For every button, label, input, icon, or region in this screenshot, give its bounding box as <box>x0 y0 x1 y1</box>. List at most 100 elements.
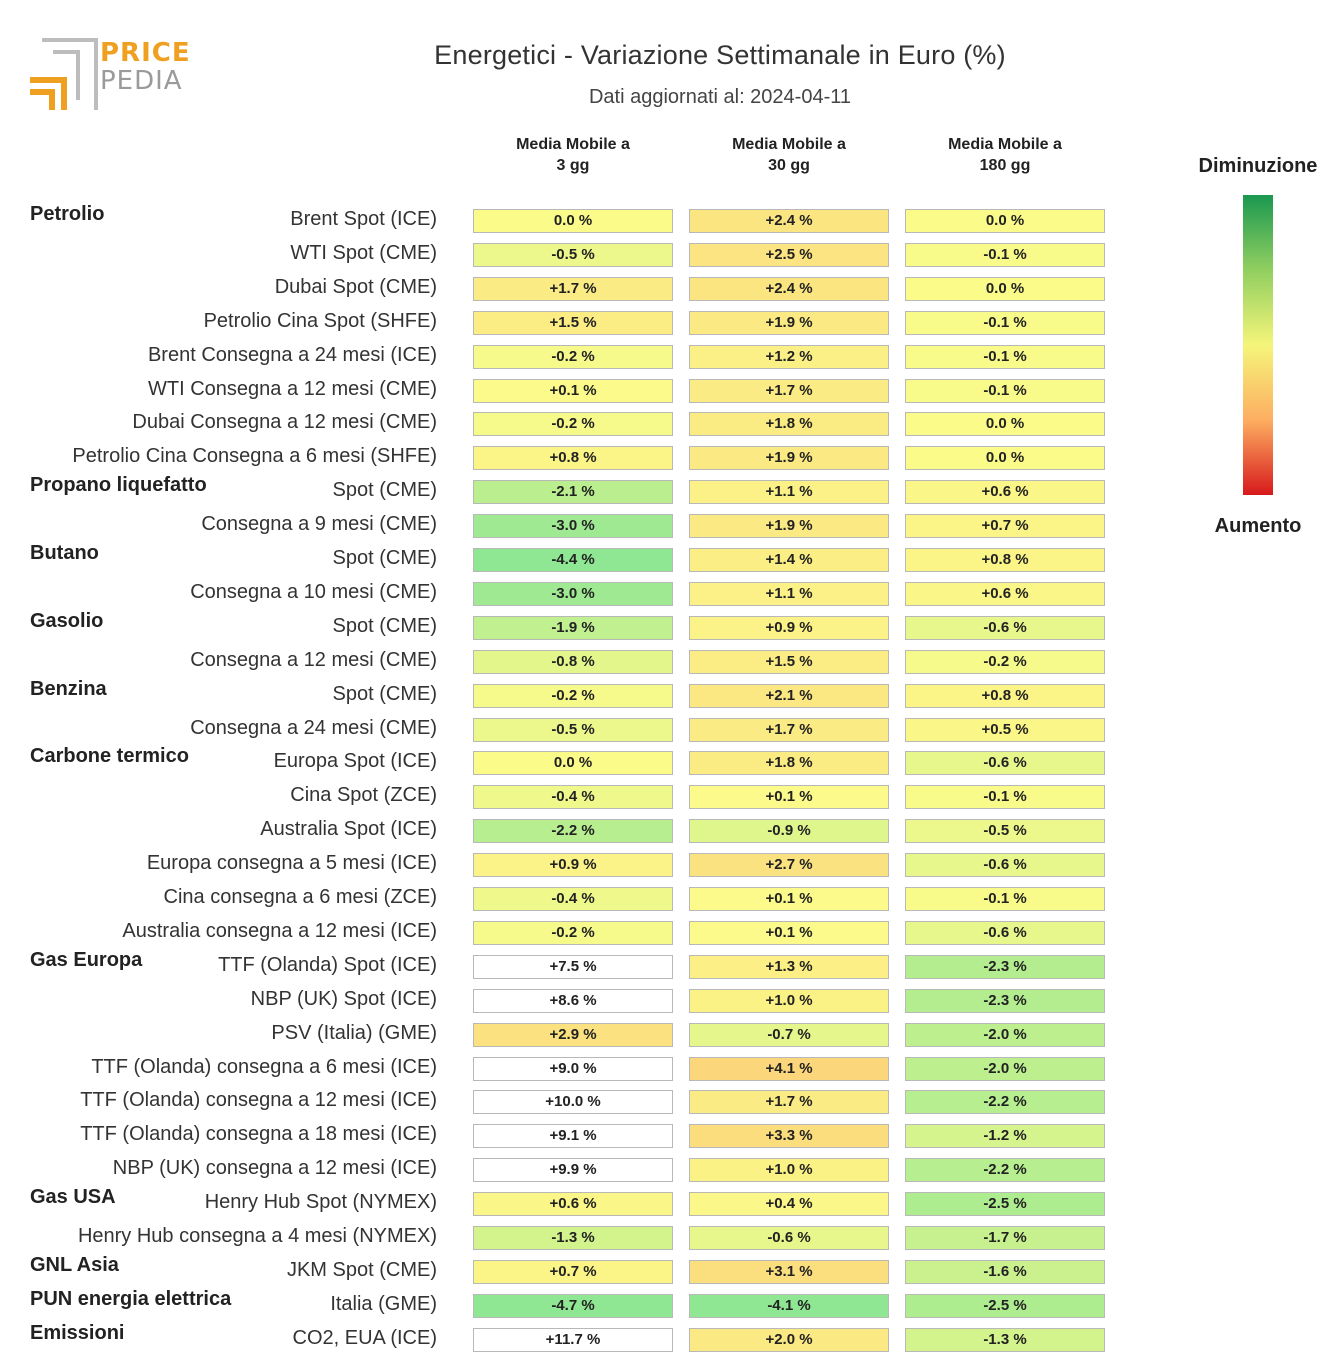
row-label: Petrolio Cina Spot (SHFE) <box>203 309 437 332</box>
heatmap-cell: +1.8 % <box>689 751 889 776</box>
heatmap-cell: +2.4 % <box>689 209 889 233</box>
row-label: Consegna a 9 mesi (CME) <box>201 513 437 536</box>
heatmap-cell: +1.9 % <box>689 514 889 539</box>
heatmap-cell: -0.1 % <box>905 887 1105 911</box>
row-label: TTF (Olanda) consegna a 18 mesi (ICE) <box>80 1123 437 1146</box>
heatmap-cell: -0.6 % <box>905 920 1105 945</box>
row-label: Cina consegna a 6 mesi (ZCE) <box>163 886 437 908</box>
heatmap-cell: +1.9 % <box>689 446 889 471</box>
heatmap-cell: -0.2 % <box>473 344 673 369</box>
group-label: PUN energia elettrica <box>30 1287 232 1310</box>
heatmap-cell: -0.2 % <box>473 683 673 708</box>
heatmap-cell: 0.0 % <box>473 751 673 776</box>
row-label: TTF (Olanda) Spot (ICE) <box>218 953 437 976</box>
logo-pedia-text: PEDIA <box>100 66 183 96</box>
heatmap-cell: 0.0 % <box>905 209 1105 233</box>
heatmap-cell: +0.4 % <box>689 1192 889 1217</box>
heatmap-cell: -1.6 % <box>905 1259 1105 1284</box>
heatmap-cell: -0.4 % <box>473 887 673 911</box>
heatmap-cell: +1.1 % <box>689 581 889 606</box>
group-label: Benzina <box>30 677 107 700</box>
heatmap-cell: -1.9 % <box>473 615 673 640</box>
row-label: Dubai Consegna a 12 mesi (CME) <box>132 411 437 434</box>
column-header-line2: 3 gg <box>556 157 590 174</box>
heatmap-cell: +1.8 % <box>689 412 889 437</box>
heatmap-cell: -0.1 % <box>905 344 1105 369</box>
group-label: Emissioni <box>30 1321 125 1344</box>
pricepedia-logo: PRICE PEDIA <box>28 34 190 110</box>
heatmap-cell: -4.1 % <box>689 1293 889 1318</box>
heatmap-cell: +0.1 % <box>689 785 889 810</box>
heatmap-cell: -2.3 % <box>905 954 1105 979</box>
heatmap-cell: -2.0 % <box>905 1056 1105 1081</box>
row-label: Henry Hub consegna a 4 mesi (NYMEX) <box>77 1225 437 1247</box>
heatmap-cell: -0.5 % <box>473 717 673 742</box>
logo-mark <box>30 38 98 110</box>
heatmap-cell: +1.9 % <box>689 310 889 335</box>
heatmap-cell: -2.2 % <box>905 1090 1105 1115</box>
column-header-30gg: Media Mobile a 30 gg <box>688 134 890 176</box>
heatmap-cell: +1.4 % <box>689 548 889 572</box>
heatmap-cell: +9.9 % <box>473 1158 673 1183</box>
heatmap-cell: +1.7 % <box>689 717 889 742</box>
heatmap-cell: -0.1 % <box>905 242 1105 267</box>
group-label: Gas Europa <box>30 948 143 971</box>
row-label: Europa consegna a 5 mesi (ICE) <box>146 852 437 875</box>
row-label: Spot (CME) <box>332 682 437 705</box>
heatmap-cell: -0.6 % <box>689 1226 889 1250</box>
heatmap-cell: -3.0 % <box>473 581 673 606</box>
heatmap-cell: -1.3 % <box>473 1226 673 1250</box>
row-label: Consegna a 10 mesi (CME) <box>190 580 437 603</box>
heatmap-cell: +1.0 % <box>689 988 889 1013</box>
row-label: NBP (UK) consegna a 12 mesi (ICE) <box>112 1157 437 1180</box>
row-label: TTF (Olanda) consegna a 12 mesi (ICE) <box>80 1089 437 1112</box>
heatmap-cell: -2.1 % <box>473 480 673 505</box>
heatmap-cell: +2.0 % <box>689 1327 889 1352</box>
legend-color-bar <box>1243 195 1273 495</box>
heatmap-cell: -2.5 % <box>905 1192 1105 1217</box>
row-label: PSV (Italia) (GME) <box>271 1021 437 1044</box>
heatmap-cell: +1.7 % <box>689 378 889 403</box>
row-label: Australia consegna a 12 mesi (ICE) <box>122 919 437 942</box>
row-label: CO2, EUA (ICE) <box>292 1326 437 1349</box>
heatmap-cell: +3.3 % <box>689 1124 889 1149</box>
heatmap-cell: -1.7 % <box>905 1226 1105 1250</box>
heatmap-cell: -2.5 % <box>905 1293 1105 1318</box>
heatmap-cell: -0.6 % <box>905 751 1105 776</box>
row-label: WTI Spot (CME) <box>290 241 437 264</box>
row-label: WTI Consegna a 12 mesi (CME) <box>148 377 437 400</box>
legend-top-label: Diminuzione <box>1198 155 1318 177</box>
heatmap-cell: +0.7 % <box>473 1259 673 1284</box>
heatmap-cell: +10.0 % <box>473 1090 673 1115</box>
column-header-line2: 180 gg <box>979 157 1031 174</box>
heatmap-cell: +0.5 % <box>905 717 1105 742</box>
heatmap-cell: +9.1 % <box>473 1124 673 1149</box>
heatmap-cell: +1.2 % <box>689 344 889 369</box>
heatmap-cell: +9.0 % <box>473 1056 673 1081</box>
heatmap-cell: +1.7 % <box>473 276 673 301</box>
group-label: Butano <box>30 542 99 564</box>
group-label: Carbone termico <box>30 745 189 768</box>
group-label: Petrolio <box>30 203 105 225</box>
heatmap-cell: +0.7 % <box>905 514 1105 539</box>
heatmap-cell: -0.6 % <box>905 615 1105 640</box>
heatmap-cell: -0.1 % <box>905 785 1105 810</box>
heatmap-cell: +0.6 % <box>905 480 1105 505</box>
heatmap-cell: -0.1 % <box>905 378 1105 403</box>
heatmap-cell: +1.3 % <box>689 954 889 979</box>
heatmap-cell: +0.6 % <box>905 581 1105 606</box>
row-label: Consegna a 24 mesi (CME) <box>190 716 437 739</box>
heatmap-cell: 0.0 % <box>473 209 673 233</box>
heatmap-cell: +7.5 % <box>473 954 673 979</box>
heatmap-cell: -0.9 % <box>689 819 889 844</box>
heatmap-cell: 0.0 % <box>905 276 1105 301</box>
heatmap-cell: +2.9 % <box>473 1022 673 1047</box>
chart-title: Energetici - Variazione Settimanale in E… <box>434 40 1006 70</box>
group-label: Gas USA <box>30 1186 116 1209</box>
heatmap-cell: +2.7 % <box>689 853 889 878</box>
heatmap-cell: +0.8 % <box>905 548 1105 572</box>
heatmap-cell: +1.1 % <box>689 480 889 505</box>
row-label: TTF (Olanda) consegna a 6 mesi (ICE) <box>91 1055 437 1078</box>
heatmap-cell: +4.1 % <box>689 1056 889 1081</box>
column-header-3gg: Media Mobile a 3 gg <box>472 134 674 176</box>
